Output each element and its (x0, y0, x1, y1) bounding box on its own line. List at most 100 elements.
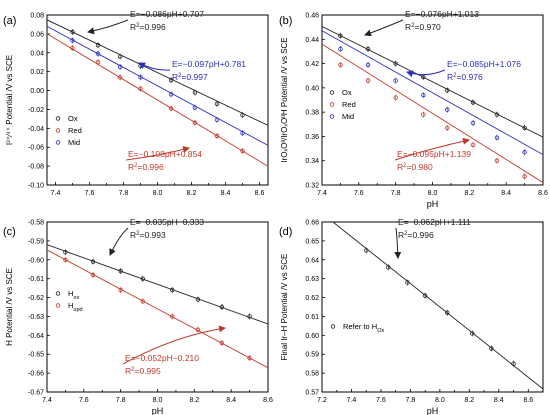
data-point (70, 29, 75, 35)
equation-text: E=−0.095pH+1.139 (397, 149, 471, 159)
legend-marker (55, 116, 61, 121)
y-tick-label: 0.66 (305, 220, 319, 227)
y-tick-label: 0.44 (305, 37, 319, 44)
y-tick-label: 0.00 (30, 88, 44, 95)
data-point (494, 112, 500, 117)
data-point (240, 130, 245, 136)
x-tick-label: 8.0 (435, 397, 445, 404)
data-point (470, 331, 475, 336)
y-tick-label: 0.36 (305, 134, 319, 141)
y-tick-label: 0.60 (305, 333, 319, 340)
y-tick-label: -0.66 (28, 371, 44, 378)
y-tick-label: 0.58 (305, 371, 319, 378)
data-point (405, 280, 410, 285)
equation-text: E=−0.086pH+0.707 (130, 9, 204, 19)
legend-marker (329, 102, 335, 107)
data-point (170, 287, 175, 293)
y-tick-label: 0.64 (305, 257, 319, 264)
legend: Refer to HOx (330, 322, 384, 334)
data-point (511, 361, 516, 366)
legend-label: Ox (342, 88, 352, 97)
x-tick-label: 7.4 (42, 397, 52, 404)
x-tick-label: 8.6 (538, 190, 548, 197)
data-point (338, 62, 343, 67)
y-tick-label: 0.06 (30, 31, 44, 38)
x-tick-label: 8.6 (523, 397, 533, 404)
fit-line (322, 43, 543, 183)
x-tick-label: 7.8 (116, 397, 126, 404)
data-point (494, 158, 500, 163)
x-tick-label: 8.2 (189, 397, 199, 404)
data-point (219, 340, 225, 346)
data-point (421, 92, 426, 98)
data-point (470, 120, 476, 126)
equation-text: E=−0.052pH−0.210 (125, 353, 199, 363)
r-squared-text: R2=0.980 (397, 162, 433, 172)
data-point (338, 33, 343, 38)
equation-text: E=−0.085pH+1.076 (447, 59, 521, 69)
x-tick-label: 7.8 (406, 397, 416, 404)
equation-annotation: E=−0.086pH+0.707 R2=0.996 (87, 9, 204, 35)
r-squared-text: R2=0.996 (398, 230, 434, 240)
y-axis-label: IrOₓOᴵᴵ/IrOₓOᴵᴵH Potential /V vs SCE (280, 37, 289, 162)
equation-text: E=−0.062pH+1.111 (398, 217, 471, 227)
legend-marker (329, 90, 335, 95)
data-point (214, 133, 220, 139)
data-point (247, 314, 252, 319)
x-tick-label: 8.2 (187, 190, 197, 197)
x-tick-label: 7.8 (391, 190, 401, 197)
legend-label: Mid (68, 138, 80, 147)
y-tick-label: 0.34 (305, 158, 319, 165)
x-tick-label: 8.6 (255, 190, 265, 197)
x-tick-label: 7.6 (85, 190, 95, 197)
equation-text: E=−0.076pH+1.013 (405, 9, 479, 19)
data-point (118, 287, 123, 293)
data-point (522, 150, 527, 155)
data-point (365, 78, 371, 83)
legend-marker (330, 324, 336, 329)
equation-annotation: E=−0.095pH+1.139 R2=0.980 (394, 137, 471, 172)
data-point (494, 135, 500, 140)
x-tick-label: 7.4 (51, 190, 61, 197)
data-point (118, 268, 123, 274)
legend-label: Mid (342, 112, 354, 121)
data-point (247, 355, 252, 361)
y-tick-label: 0.65 (305, 238, 319, 245)
legend-label: Red (68, 126, 82, 135)
r-squared-text: R2=0.996 (130, 22, 166, 32)
data-point (95, 51, 101, 56)
y-tick-label: 0.42 (305, 61, 319, 68)
x-tick-label: 8.0 (153, 397, 163, 404)
annotation-arrow (394, 137, 470, 161)
data-point (489, 346, 494, 351)
data-point (138, 75, 143, 80)
x-tick-label: 7.6 (79, 397, 89, 404)
data-point (393, 61, 398, 66)
data-point (445, 310, 450, 315)
data-point (192, 90, 198, 95)
panel-label: (b) (279, 15, 292, 27)
x-axis-label: pH (427, 199, 439, 209)
y-tick-label: 0.46 (305, 13, 319, 20)
data-point (445, 88, 450, 93)
x-tick-label: 7.6 (376, 397, 386, 404)
data-point (386, 265, 391, 270)
equation-annotation: E=−0.052pH−0.210 R2=0.995 (122, 325, 226, 376)
equation-annotation: E=−0.097pH+0.781 R2=0.997 (138, 59, 246, 82)
data-point (522, 125, 527, 131)
x-tick-label: 7.4 (347, 397, 357, 404)
y-tick-label: 0.08 (30, 13, 44, 20)
y-tick-label: -0.64 (28, 333, 44, 340)
fit-line (47, 244, 268, 325)
data-point (140, 299, 145, 304)
equation-annotation: E=−0.062pH+1.111 R2=0.996 (394, 217, 471, 259)
data-point (393, 95, 398, 100)
x-tick-label: 8.4 (221, 190, 231, 197)
annotation-arrow (87, 19, 129, 35)
legend-marker (329, 114, 335, 119)
x-tick-label: 7.6 (354, 190, 364, 197)
x-axis-label: pH (152, 406, 164, 415)
equation-annotation: E=−0.085pH+1.076 R2=0.976 (406, 59, 521, 82)
panel-3: (c) 7.4 7.6 7.8 8.0 8.2 8.4 8.6 -0.58 -0.59 -0.60 -… (3, 217, 273, 415)
